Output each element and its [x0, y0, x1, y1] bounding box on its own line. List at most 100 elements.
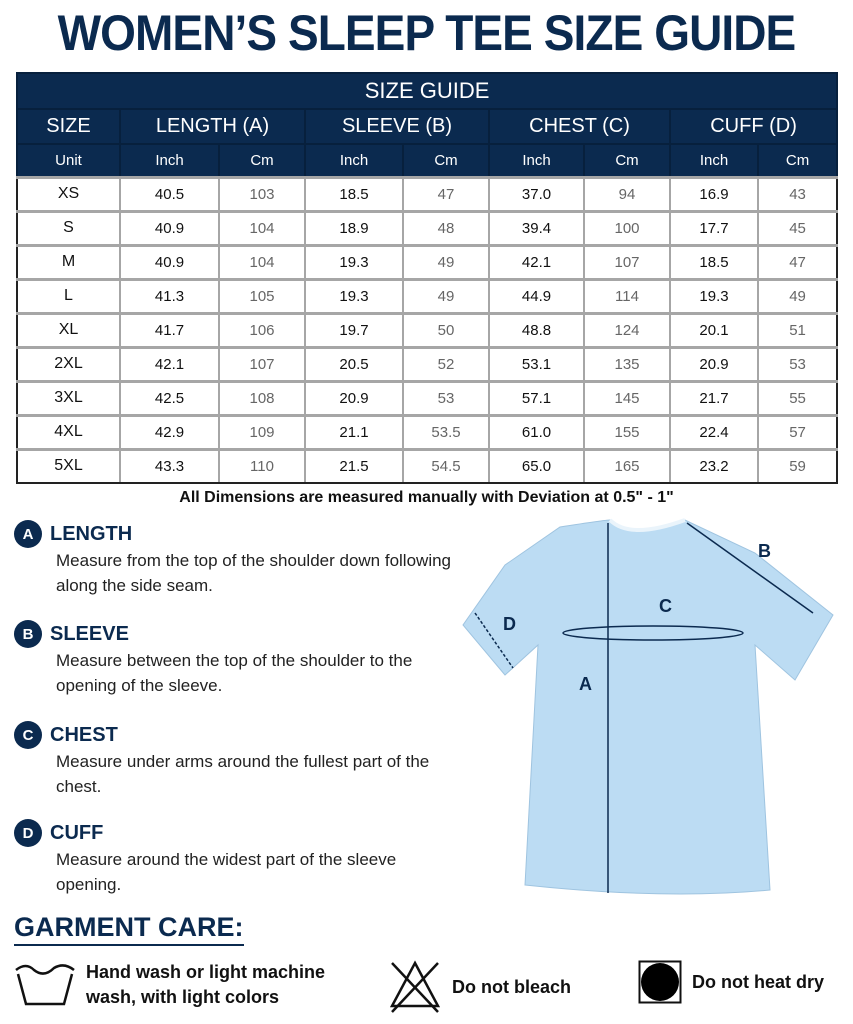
value-cell: 37.0: [488, 175, 585, 212]
value-cell: 94: [583, 175, 671, 212]
measurement-label: CUFF: [50, 821, 104, 844]
measurement-chest: C CHEST Measure under arms around the full…: [14, 721, 464, 799]
size-cell: S: [16, 209, 121, 246]
shirt-shape: [462, 519, 834, 895]
value-cell: 49: [402, 243, 490, 280]
care-text: Do not bleach: [452, 976, 572, 997]
value-cell: 23.2: [669, 447, 759, 484]
size-cell: 4XL: [16, 413, 121, 450]
label-a: A: [579, 674, 592, 694]
unit-header: Inch: [669, 143, 759, 178]
unit-header: Inch: [304, 143, 404, 178]
unit-label: Unit: [16, 143, 121, 178]
value-cell: 105: [218, 277, 306, 314]
label-b: B: [758, 541, 771, 561]
care-text: Do not heat dry: [692, 971, 825, 992]
value-cell: 104: [218, 243, 306, 280]
care-no-heat-dry: Do not heat dry: [638, 960, 824, 1004]
letter-badge: B: [14, 620, 42, 648]
value-cell: 107: [218, 345, 306, 382]
letter-badge: D: [14, 819, 42, 847]
chest-line: [562, 625, 744, 641]
value-cell: 42.9: [119, 413, 220, 450]
value-cell: 42.1: [488, 243, 585, 280]
value-cell: 53: [402, 379, 490, 416]
measurement-sleeve: B SLEEVE Measure between the top of the sh…: [14, 620, 464, 698]
table-row: M 40.9 104 19.3 49 42.1 107 18.5 47: [16, 243, 839, 280]
value-cell: 18.5: [669, 243, 759, 280]
letter-badge: C: [14, 721, 42, 749]
table-row: L 41.3 105 19.3 49 44.9 114 19.3 49: [16, 277, 839, 314]
table-row: 5XL 43.3 110 21.5 54.5 65.0 165 23.2 59: [16, 447, 839, 484]
value-cell: 145: [583, 379, 671, 416]
measurement-cuff: D CUFF Measure around the widest part of t…: [14, 819, 464, 897]
value-cell: 135: [583, 345, 671, 382]
value-cell: 49: [756, 277, 839, 314]
value-cell: 40.5: [119, 175, 220, 212]
measurement-note: All Dimensions are measured manually wit…: [179, 489, 674, 506]
care-hand-wash: Hand wash or light machine wash, with li…: [14, 960, 356, 1010]
column-header: LENGTH (A): [119, 108, 306, 145]
table-row: XS 40.5 103 18.5 47 37.0 94 16.9 43: [16, 175, 839, 212]
value-cell: 53.5: [402, 413, 490, 450]
care-title: GARMENT CARE:: [14, 912, 244, 946]
value-cell: 100: [583, 209, 671, 246]
unit-header: Inch: [488, 143, 585, 178]
care-no-bleach: Do not bleach: [388, 960, 571, 1014]
size-cell: L: [16, 277, 121, 314]
value-cell: 22.4: [669, 413, 759, 450]
measurement-desc: Measure between the top of the shoulder …: [56, 651, 413, 695]
value-cell: 106: [218, 311, 306, 348]
value-cell: 20.5: [304, 345, 404, 382]
size-cell: XS: [16, 175, 121, 212]
measurement-length: A LENGTH Measure from the top of the shoul…: [14, 520, 464, 598]
value-cell: 19.3: [669, 277, 759, 314]
table-row: 3XL 42.5 108 20.9 53 57.1 145 21.7 55: [16, 379, 839, 416]
tee-diagram: A B C D: [462, 518, 834, 895]
measurement-label: SLEEVE: [50, 622, 129, 645]
value-cell: 20.1: [669, 311, 759, 348]
label-c: C: [659, 596, 672, 616]
value-cell: 19.3: [304, 277, 404, 314]
value-cell: 107: [583, 243, 671, 280]
value-cell: 43.3: [119, 447, 220, 484]
value-cell: 49: [402, 277, 490, 314]
value-cell: 59: [756, 447, 839, 484]
value-cell: 47: [756, 243, 839, 280]
table-row: S 40.9 104 18.9 48 39.4 100 17.7 45: [16, 209, 839, 246]
cuff-line: [474, 612, 514, 669]
value-cell: 42.5: [119, 379, 220, 416]
measurement-desc: Measure around the widest part of the sl…: [56, 850, 397, 894]
column-header: SLEEVE (B): [304, 108, 490, 145]
value-cell: 50: [402, 311, 490, 348]
no-bleach-icon: [389, 960, 441, 1013]
size-cell: M: [16, 243, 121, 280]
value-cell: 40.9: [119, 243, 220, 280]
hand-wash-icon: [15, 964, 75, 1006]
value-cell: 21.5: [304, 447, 404, 484]
unit-header: Inch: [119, 143, 220, 178]
label-d: D: [503, 614, 516, 634]
value-cell: 124: [583, 311, 671, 348]
measurement-desc: Measure from the top of the shoulder dow…: [56, 551, 452, 595]
value-cell: 41.3: [119, 277, 220, 314]
value-cell: 104: [218, 209, 306, 246]
size-table: SIZE GUIDE SIZE LENGTH (A) SLEEVE (B) CHEST…: [15, 72, 839, 484]
page-title: WOMEN’S SLEEP TEE SIZE GUIDE: [57, 5, 797, 61]
measurement-label: CHEST: [50, 723, 118, 746]
value-cell: 43: [756, 175, 839, 212]
measurement-desc: Measure under arms around the fullest pa…: [56, 752, 430, 796]
value-cell: 19.3: [304, 243, 404, 280]
value-cell: 18.5: [304, 175, 404, 212]
value-cell: 21.1: [304, 413, 404, 450]
value-cell: 103: [218, 175, 306, 212]
size-cell: 2XL: [16, 345, 121, 382]
value-cell: 21.7: [669, 379, 759, 416]
unit-header: Cm: [402, 143, 490, 178]
value-cell: 20.9: [669, 345, 759, 382]
value-cell: 109: [218, 413, 306, 450]
value-cell: 61.0: [488, 413, 585, 450]
unit-header: Cm: [583, 143, 671, 178]
table-row: 4XL 42.9 109 21.1 53.5 61.0 155 22.4 57: [16, 413, 839, 450]
value-cell: 114: [583, 277, 671, 314]
